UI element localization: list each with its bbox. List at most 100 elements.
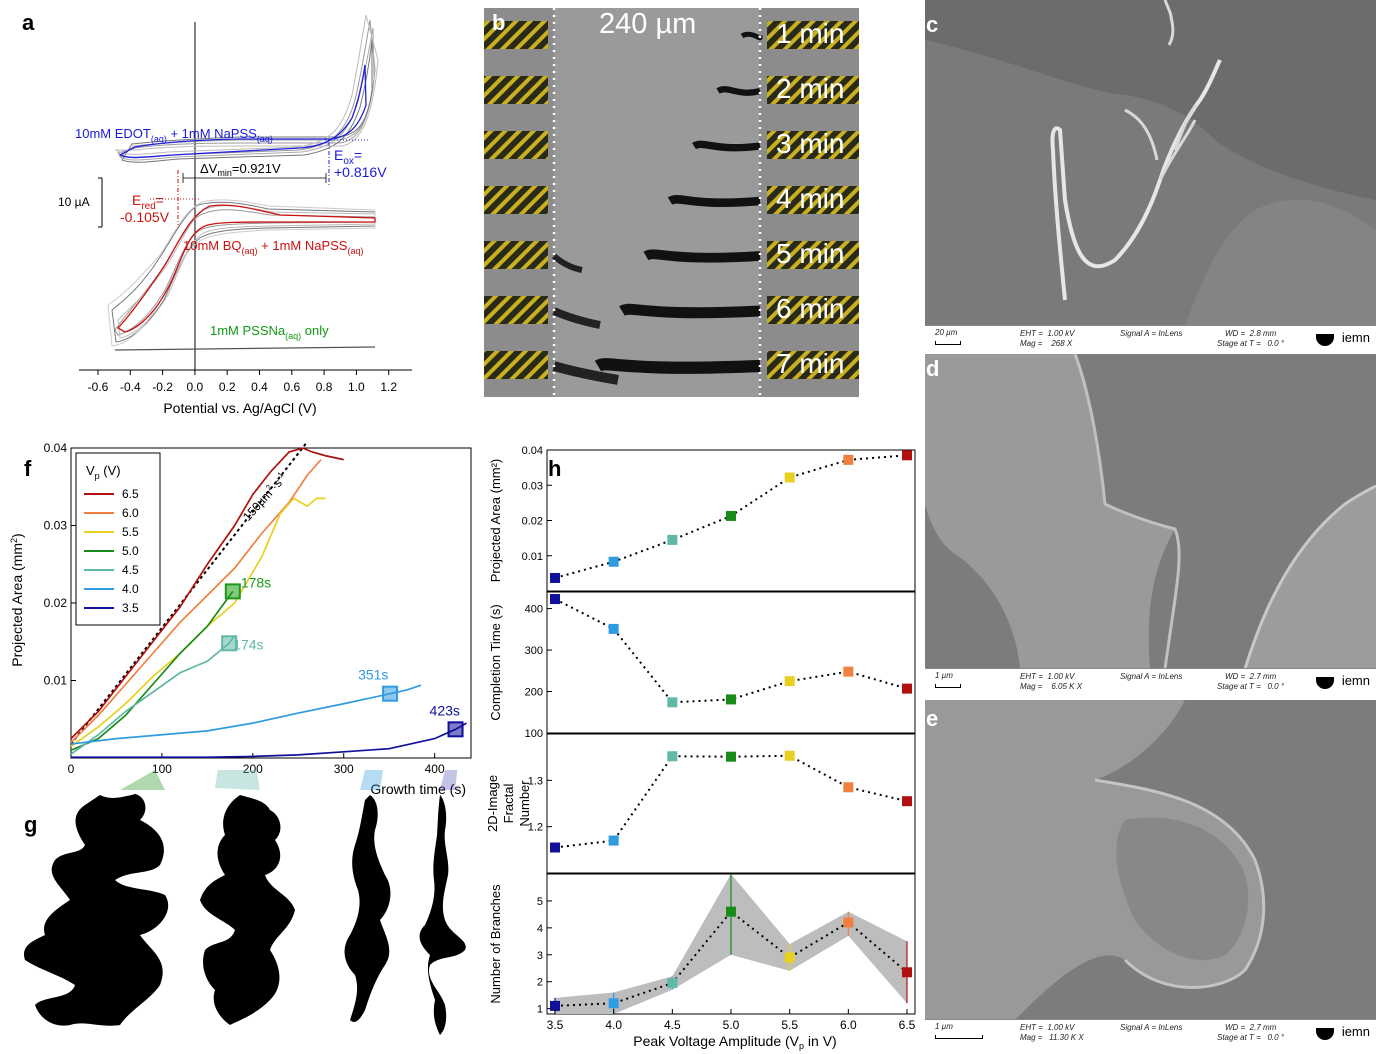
voltage-data-point [726,510,736,521]
voltage-data-point [843,666,854,677]
growth-x-tick-label: 200 [243,762,263,776]
voltage-y-axis-label: Number of Branches [488,884,503,1004]
iemn-logo: iemn [1341,1024,1370,1039]
growth-legend-title: Vp (V) [86,463,121,481]
sem-scalebar [935,684,961,688]
electrode-stripe-left [484,186,548,214]
growth-legend-entry: 4.5 [122,563,139,577]
iemn-logo-mark [1316,1028,1334,1040]
voltage-y-tick-label: 1 [537,1004,543,1016]
completion-marker [382,685,399,702]
sem-stage: Stage at T = 0.0 ° [1217,339,1285,348]
voltage-data-point [608,835,619,846]
completion-marker-label: 174s [233,636,263,652]
sem-stage: Stage at T = 0.0 ° [1217,682,1285,691]
cv-bq-curves [107,199,376,347]
growth-y-tick-label: 0.04 [44,441,68,455]
cv-x-tick-label: 1.0 [348,380,365,394]
iemn-logo: iemn [1341,673,1370,688]
voltage-y-tick-label: 1.2 [528,822,543,834]
electrode-stripe-right [767,76,859,104]
electrode-stripe-left [484,296,548,324]
voltage-trend-line [554,754,908,849]
voltage-data-point [550,1000,560,1011]
voltage-x-axis-label: Peak Voltage Amplitude (Vp in V) [633,1033,836,1051]
fiber-growth-right [740,31,763,41]
cv-x-tick-label: 0.2 [219,380,236,394]
panel-label-d: d [926,356,940,381]
voltage-y-axis-label: Projected Area (mm²) [488,459,503,583]
iemn-logo-mark [1316,677,1334,689]
eox-value: +0.816V [334,164,387,180]
current-scale-label: 10 µA [58,195,90,209]
fiber-growth-right [619,303,761,319]
sem-eht: EHT = 1.00 kV [1020,1023,1075,1032]
cv-x-tick-label: 0.8 [316,380,333,394]
iemn-logo-mark [1316,334,1334,346]
growth-x-tick-label: 0 [68,762,75,776]
ered-label: Ered= [132,192,164,212]
electrode-stripe-left [484,241,548,269]
sem-scalebar-label: 1 µm [935,1022,953,1031]
voltage-data-point [550,572,560,583]
voltage-x-tick-label: 6.5 [899,1018,916,1032]
time-label: 1 min [776,18,845,49]
electrode-stripe-left [484,351,548,379]
electrode-stripe-left [484,76,548,104]
cv-x-tick-label: 0.0 [187,380,204,394]
voltage-y-tick-label: 300 [525,645,543,657]
growth-legend-entry: 5.0 [122,544,139,558]
sem-stage: Stage at T = 0.0 ° [1217,1033,1285,1042]
voltage-subplot-frame [546,591,916,734]
voltage-y-tick-label: 3 [537,950,543,962]
growth-legend-entry: 3.5 [122,601,139,615]
sem-mag: Mag = 6.05 K X [1020,682,1083,691]
growth-series-4.0 [70,684,422,745]
sem-image-c: 20 µm EHT = 1.00 kV Mag = 268 X Signal A = … [925,0,1376,354]
fiber-growth-right [643,249,761,263]
growth-x-tick-label: 100 [152,762,172,776]
voltage-data-point [608,998,619,1009]
ered-value: -0.105V [120,209,170,225]
completion-marker [221,635,238,652]
panel-label-c: c [926,12,939,37]
growth-y-axis-label: Projected Area (mm2) [9,533,25,666]
sem-scalebar [935,341,961,345]
growth-legend-box [75,452,161,626]
voltage-x-tick-label: 5.0 [723,1018,740,1032]
sem-mag: Mag = 268 X [1020,339,1073,348]
voltage-y-axis-label: Completion Time (s) [488,604,503,720]
sem-signal: Signal A = InLens [1120,329,1183,338]
cv-pss-curve [114,346,376,351]
fiber-growth-right [667,194,761,208]
completion-marker-label: 423s [430,702,460,718]
fiber-growth-left [552,307,601,329]
time-label: 2 min [776,73,845,104]
electrode-stripe-right [767,131,859,159]
growth-series-6.5 [70,447,344,740]
voltage-data-point [726,751,736,762]
growth-y-tick-label: 0.01 [44,674,68,688]
cv-x-axis-label: Potential vs. Ag/AgCl (V) [163,400,316,416]
sem-signal: Signal A = InLens [1120,1023,1183,1032]
growth-series-6.0 [70,459,322,744]
sem-wd: WD = 2.7 mm [1225,672,1277,681]
sem-wd: WD = 2.7 mm [1225,1023,1277,1032]
cv-edot-curves [114,14,379,163]
voltage-y-tick-label: 0.04 [522,445,543,457]
cv-x-tick-label: 0.4 [251,380,268,394]
voltage-y-tick-label: 0.01 [522,551,543,563]
voltage-dependence-charts: 0.01 0.02 0.03 0.04 Projected Area (mm²) 100 2… [485,445,916,1051]
sem-mag: Mag = 11.30 K X [1020,1033,1084,1042]
growth-series-5.0 [70,590,234,752]
sem-scalebar [935,1035,983,1039]
fit-line [70,441,309,745]
voltage-data-point [902,683,912,694]
voltage-data-point [784,750,795,761]
voltage-y-tick-label: 1.3 [528,775,543,787]
growth-legend-entry: 6.5 [122,487,139,501]
time-label: 7 min [776,348,845,379]
completion-marker-label: 351s [358,667,388,683]
cv-x-tick-label: -0.2 [152,380,173,394]
panel-label-a: a [22,10,35,35]
